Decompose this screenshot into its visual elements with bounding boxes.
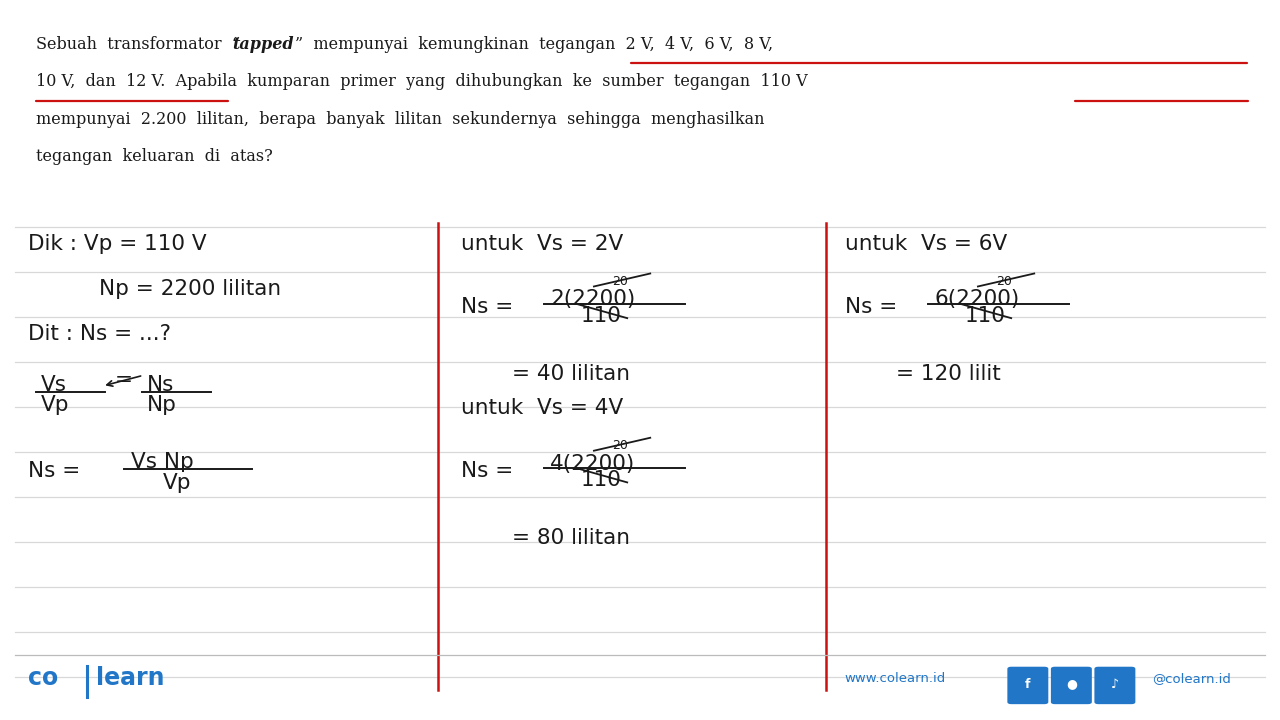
Text: =: = [115, 370, 133, 390]
Text: co: co [28, 666, 59, 690]
Text: @colearn.id: @colearn.id [1152, 672, 1231, 685]
Text: tapped: tapped [233, 36, 294, 53]
Text: 110: 110 [581, 306, 622, 326]
Text: Ns =: Ns = [845, 297, 897, 317]
Text: untuk  Vs = 6V: untuk Vs = 6V [845, 233, 1007, 253]
Text: 110: 110 [965, 306, 1006, 326]
Text: 6(2200): 6(2200) [934, 289, 1020, 310]
Text: = 80 lilitan: = 80 lilitan [512, 528, 630, 549]
Text: Np: Np [147, 395, 177, 415]
Text: Ns: Ns [147, 375, 174, 395]
Text: Vp: Vp [41, 395, 69, 415]
Text: = 120 lilit: = 120 lilit [896, 364, 1001, 384]
Text: Vp: Vp [163, 473, 191, 493]
Text: 2(2200): 2(2200) [550, 289, 636, 310]
Text: untuk  Vs = 4V: untuk Vs = 4V [461, 397, 623, 418]
Text: ●: ● [1066, 678, 1076, 690]
Text: Vs Np: Vs Np [131, 452, 193, 472]
Text: tegangan  keluaran  di  atas?: tegangan keluaran di atas? [36, 148, 273, 166]
Text: www.colearn.id: www.colearn.id [845, 672, 946, 685]
Text: Ns =: Ns = [461, 461, 513, 481]
Text: Dik : Vp = 110 V: Dik : Vp = 110 V [28, 233, 207, 253]
Text: ♪: ♪ [1111, 678, 1119, 690]
Text: Dit : Ns = ...?: Dit : Ns = ...? [28, 323, 172, 343]
Text: Ns =: Ns = [28, 461, 87, 481]
Text: 20: 20 [612, 275, 627, 288]
Text: 110: 110 [581, 470, 622, 490]
Text: mempunyai  2.200  lilitan,  berapa  banyak  lilitan  sekundernya  sehingga  meng: mempunyai 2.200 lilitan, berapa banyak l… [36, 111, 764, 128]
Text: untuk  Vs = 2V: untuk Vs = 2V [461, 233, 623, 253]
Text: ”  mempunyai  kemungkinan  tegangan  2 V,  4 V,  6 V,  8 V,: ” mempunyai kemungkinan tegangan 2 V, 4 … [294, 36, 773, 53]
Text: Vs: Vs [41, 375, 67, 395]
Text: f: f [1025, 678, 1030, 690]
Text: 20: 20 [996, 275, 1011, 288]
Text: Sebuah  transformator  “: Sebuah transformator “ [36, 36, 239, 53]
Text: 20: 20 [612, 439, 627, 452]
Text: learn: learn [96, 666, 165, 690]
Text: Ns =: Ns = [461, 297, 513, 317]
Text: 4(2200): 4(2200) [550, 454, 636, 474]
FancyBboxPatch shape [1007, 667, 1048, 704]
Text: Np = 2200 lilitan: Np = 2200 lilitan [99, 279, 280, 299]
Text: 10 V,  dan  12 V.  Apabila  kumparan  primer  yang  dihubungkan  ke  sumber  teg: 10 V, dan 12 V. Apabila kumparan primer … [36, 73, 808, 91]
FancyBboxPatch shape [1051, 667, 1092, 704]
Text: = 40 lilitan: = 40 lilitan [512, 364, 630, 384]
FancyBboxPatch shape [1094, 667, 1135, 704]
